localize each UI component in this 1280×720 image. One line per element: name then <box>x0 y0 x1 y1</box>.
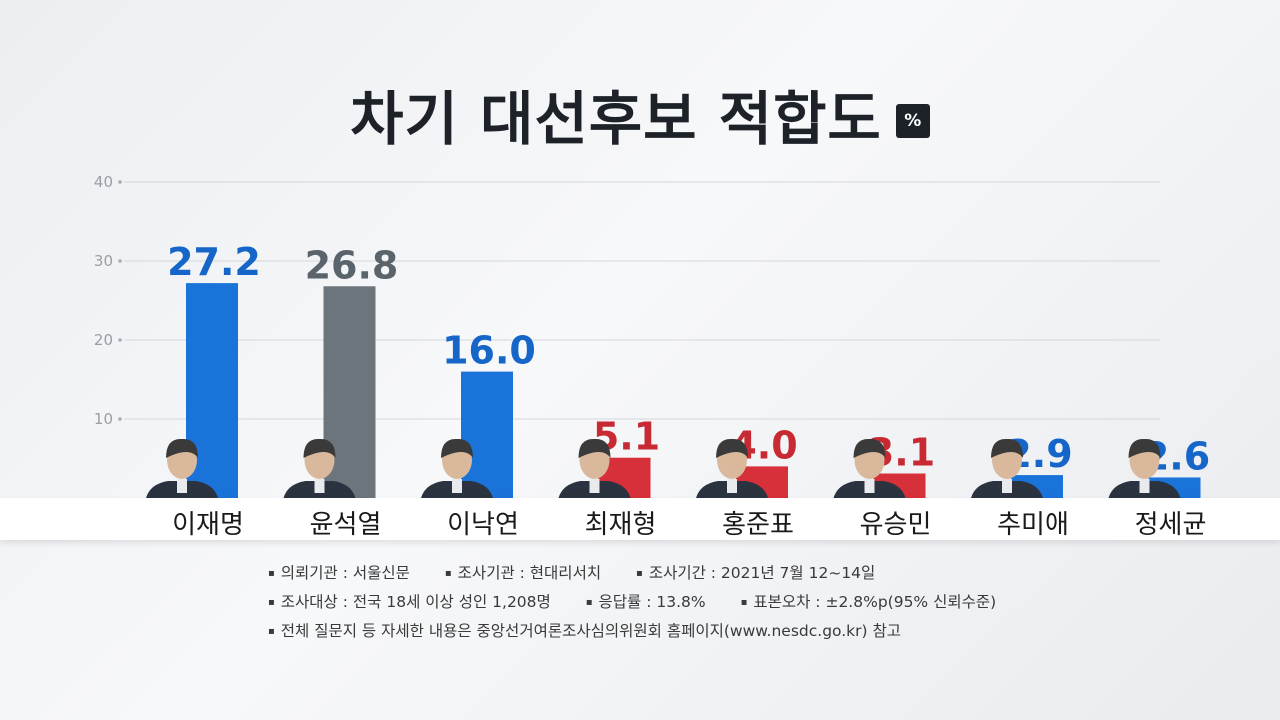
candidate-portrait <box>971 438 1043 498</box>
note-target: 조사대상 : 전국 18세 이상 성인 1,208명 <box>268 589 551 618</box>
value-label: 26.8 <box>305 243 399 287</box>
bar <box>461 371 513 498</box>
candidate-portrait <box>1108 438 1181 498</box>
candidate-portrait <box>558 438 631 498</box>
candidate-portrait <box>146 438 218 498</box>
portrait-hair <box>716 438 748 458</box>
portrait-collar <box>1139 479 1150 493</box>
portrait-hair <box>303 438 336 458</box>
category-label: 유승민 <box>859 510 932 540</box>
portrait-hair <box>166 438 198 458</box>
portrait-collar <box>864 479 875 493</box>
y-tick-label: 10 <box>94 410 113 428</box>
chart-title-wrap: 차기 대선후보 적합도 % <box>0 72 1280 156</box>
note-client: 의뢰기관 : 서울신문 <box>268 560 410 589</box>
tick-dot <box>118 180 122 184</box>
portrait-collar <box>589 479 600 493</box>
category-label: 홍준표 <box>722 510 794 540</box>
portrait-collar <box>177 479 187 493</box>
portrait-collar <box>1002 479 1012 493</box>
note-agency: 조사기관 : 현대리서치 <box>445 560 601 589</box>
y-tick-label: 40 <box>94 173 113 191</box>
notes-row-1: 의뢰기관 : 서울신문 조사기관 : 현대리서치 조사기간 : 2021년 7월… <box>268 560 1026 589</box>
tick-dot <box>118 259 122 263</box>
candidate-portrait <box>421 438 493 498</box>
category-label: 윤석열 <box>309 510 382 540</box>
y-tick-label: 30 <box>94 252 113 270</box>
portrait-hair <box>853 438 886 458</box>
candidate-portrait <box>696 438 768 498</box>
candidate-portrait <box>833 438 906 498</box>
value-label: 16.0 <box>442 329 536 373</box>
portrait-hair <box>578 438 611 458</box>
portrait-collar <box>314 479 325 493</box>
note-margin: 표본오차 : ±2.8%p(95% 신뢰수준) <box>741 589 996 618</box>
y-tick-label: 20 <box>94 331 113 349</box>
portrait-hair <box>1128 438 1161 458</box>
notes-row-3: 전체 질문지 등 자세한 내용은 중앙선거여론조사심의위원회 홈페이지(www.… <box>268 618 1026 647</box>
category-label: 최재형 <box>584 510 657 540</box>
candidate-portrait <box>283 438 356 498</box>
survey-notes: 의뢰기관 : 서울신문 조사기관 : 현대리서치 조사기간 : 2021년 7월… <box>268 560 1026 647</box>
notes-row-2: 조사대상 : 전국 18세 이상 성인 1,208명 응답률 : 13.8% 표… <box>268 589 1026 618</box>
value-label: 27.2 <box>167 240 261 284</box>
category-label: 이재명 <box>172 510 244 540</box>
candidate-name-band <box>0 498 1280 540</box>
tick-dot <box>118 338 122 342</box>
note-response-rate: 응답률 : 13.8% <box>586 589 706 618</box>
unit-badge: % <box>895 104 930 138</box>
note-period: 조사기간 : 2021년 7월 12~14일 <box>636 560 876 589</box>
chart-title: 차기 대선후보 적합도 <box>350 85 882 153</box>
portrait-collar <box>727 479 737 493</box>
category-label: 정세균 <box>1134 510 1207 540</box>
tick-dot <box>118 417 122 421</box>
category-label: 이낙연 <box>447 510 519 540</box>
portrait-hair <box>441 438 473 458</box>
portrait-collar <box>452 479 462 493</box>
note-reference: 전체 질문지 등 자세한 내용은 중앙선거여론조사심의위원회 홈페이지(www.… <box>268 618 901 647</box>
category-label: 추미애 <box>997 510 1069 540</box>
portrait-hair <box>991 438 1023 458</box>
